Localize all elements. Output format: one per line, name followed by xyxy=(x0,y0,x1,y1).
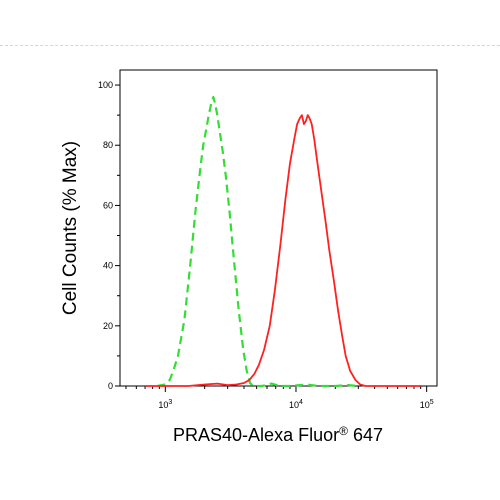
x-tick-label: 103 xyxy=(158,399,172,410)
x-axis-title: PRAS40-Alexa Fluor® 647 xyxy=(173,424,383,445)
y-tick-label: 40 xyxy=(103,261,113,271)
sample-histogram-line xyxy=(145,114,421,387)
control-histogram-line xyxy=(157,95,359,388)
y-tick-label: 20 xyxy=(103,321,113,331)
x-tick-label: 105 xyxy=(420,399,434,410)
y-tick-label: 0 xyxy=(108,381,113,391)
y-tick-label: 100 xyxy=(98,80,113,90)
y-tick-label: 80 xyxy=(103,140,113,150)
plot-frame xyxy=(119,69,438,387)
y-tick-label: 60 xyxy=(103,200,113,210)
x-tick-label: 104 xyxy=(289,399,303,410)
y-axis-title: Cell Counts (% Max) xyxy=(60,141,81,315)
page-divider xyxy=(0,45,500,46)
